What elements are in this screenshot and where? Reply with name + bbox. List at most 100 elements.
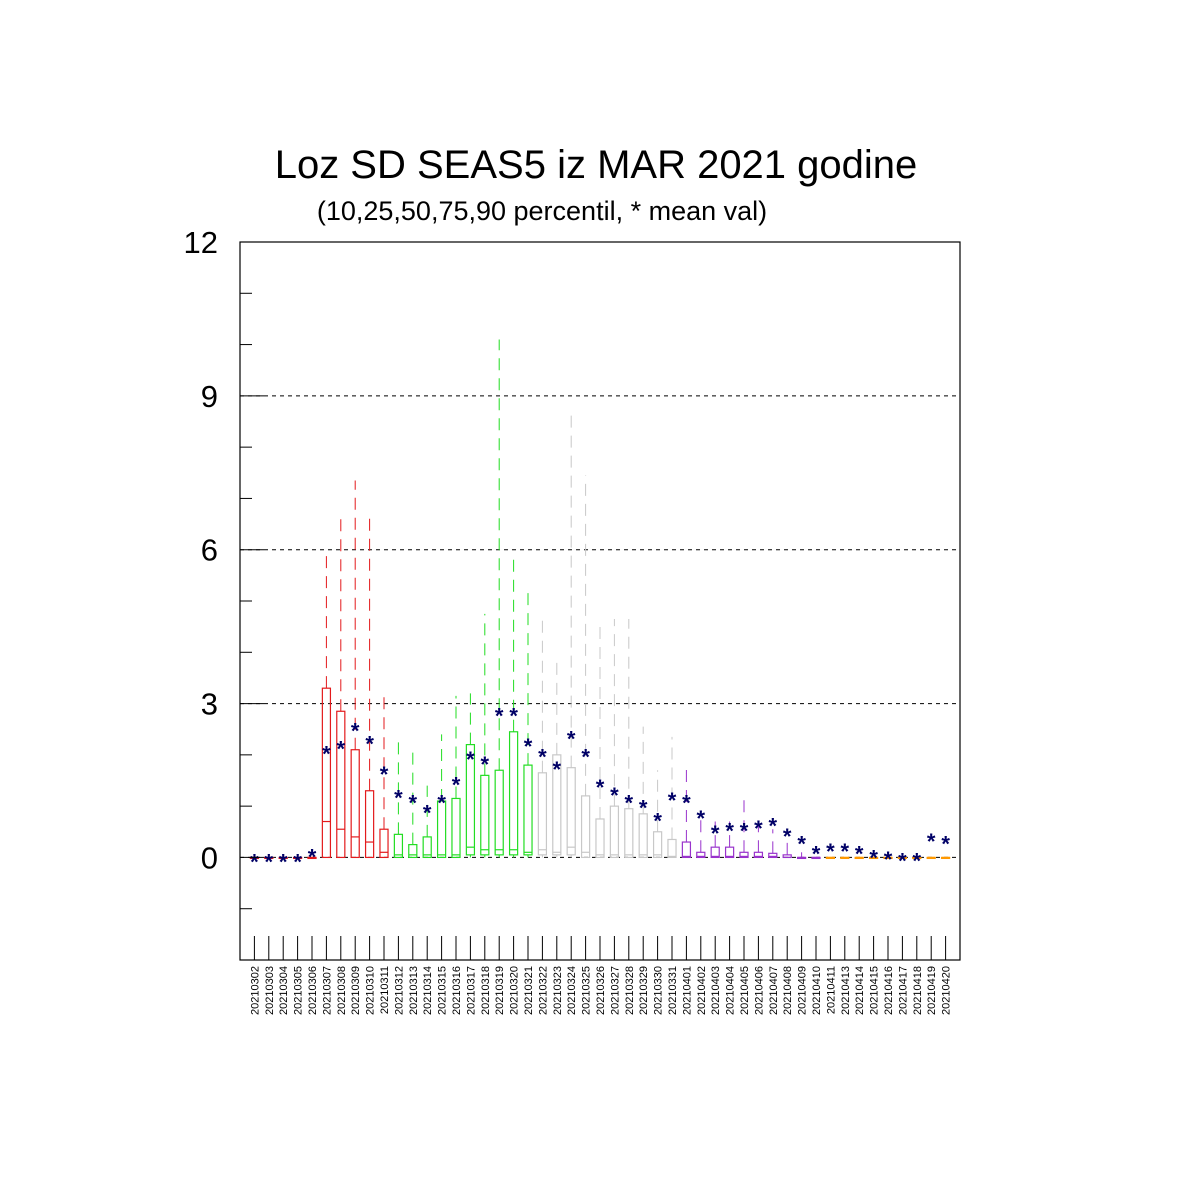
mean-marker: * xyxy=(437,790,446,815)
x-tick-label: 20210419 xyxy=(926,966,938,1015)
mean-marker: * xyxy=(337,737,346,762)
box-item xyxy=(811,856,821,860)
mean-marker: * xyxy=(725,819,734,844)
box-item xyxy=(595,621,605,859)
mean-marker: * xyxy=(625,790,634,815)
x-tick-label: 20210302 xyxy=(249,966,261,1015)
box-item xyxy=(609,618,620,859)
box-item xyxy=(537,618,548,858)
box-item xyxy=(566,411,576,858)
mean-marker: * xyxy=(509,703,518,728)
mean-marker: * xyxy=(653,808,662,833)
box-item xyxy=(753,821,764,859)
mean-marker: * xyxy=(826,839,835,864)
x-tick-label: 20210306 xyxy=(307,966,319,1015)
mean-marker: * xyxy=(783,824,792,849)
mean-marker: * xyxy=(250,849,259,874)
box-item xyxy=(796,852,807,860)
x-tick-label: 20210407 xyxy=(768,966,780,1015)
mean-marker: * xyxy=(711,821,720,846)
box-item xyxy=(912,856,922,860)
x-tick-label: 20210319 xyxy=(494,966,506,1015)
box-item xyxy=(523,590,533,858)
chart-subtitle: (10,25,50,75,90 percentil, * mean val) xyxy=(317,196,767,226)
iqr-box xyxy=(552,754,562,856)
y-tick-label: 9 xyxy=(201,379,218,414)
box-item xyxy=(883,856,893,860)
mean-marker: * xyxy=(279,849,288,874)
x-tick-label: 20210313 xyxy=(408,966,420,1015)
box-item xyxy=(422,785,432,859)
box-item xyxy=(494,339,504,858)
iqr-box xyxy=(336,710,346,859)
mean-marker: * xyxy=(797,831,806,856)
y-axis: 0 3 6 9 12 xyxy=(184,225,264,961)
x-tick-label: 20210323 xyxy=(552,966,564,1015)
box-item xyxy=(940,856,951,860)
mean-marker: * xyxy=(596,775,605,800)
x-axis: 20210302 20210303 20210304 20210305 20210306… xyxy=(249,936,953,1015)
x-tick-label: 20210331 xyxy=(667,966,679,1015)
iqr-box xyxy=(595,818,605,859)
mean-marker: * xyxy=(639,796,648,821)
box-item xyxy=(508,554,519,858)
mean-marker: * xyxy=(941,831,950,856)
box-item xyxy=(652,770,663,859)
x-tick-label: 20210328 xyxy=(624,966,636,1015)
iqr-box xyxy=(393,833,404,859)
x-tick-label: 20210309 xyxy=(350,966,362,1015)
x-tick-label: 20210409 xyxy=(797,966,809,1015)
x-tick-label: 20210416 xyxy=(883,966,895,1015)
x-tick-label: 20210325 xyxy=(581,966,593,1015)
iqr-box xyxy=(480,774,490,856)
x-tick-label: 20210318 xyxy=(480,966,492,1015)
iqr-box xyxy=(710,846,720,859)
x-tick-label: 20210414 xyxy=(854,966,866,1015)
box-item xyxy=(552,654,562,858)
iqr-box xyxy=(494,769,504,856)
mean-marker: * xyxy=(481,752,490,777)
mean-marker: * xyxy=(668,788,677,813)
box-item xyxy=(854,856,864,860)
x-tick-label: 20210330 xyxy=(653,966,665,1015)
mean-marker: * xyxy=(884,847,893,872)
y-tick-label: 12 xyxy=(184,225,218,260)
x-tick-label: 20210417 xyxy=(897,966,909,1015)
x-tick-label: 20210329 xyxy=(638,966,650,1015)
box-item xyxy=(739,795,749,859)
iqr-box xyxy=(379,828,389,859)
boxes xyxy=(249,339,951,860)
iqr-box xyxy=(451,797,461,859)
iqr-box xyxy=(422,836,432,859)
mean-marker: * xyxy=(265,849,274,874)
plot-frame xyxy=(239,241,961,961)
box-item xyxy=(667,736,677,859)
x-tick-label: 20210317 xyxy=(465,966,477,1015)
mean-marker: * xyxy=(927,829,936,854)
box-item xyxy=(840,856,850,860)
iqr-box xyxy=(624,808,634,859)
x-tick-label: 20210415 xyxy=(869,966,881,1015)
x-tick-label: 20210307 xyxy=(321,966,333,1015)
mean-marker: * xyxy=(553,757,562,782)
x-tick-label: 20210420 xyxy=(941,966,953,1015)
iqr-box xyxy=(364,790,375,859)
x-tick-label: 20210316 xyxy=(451,966,463,1015)
x-tick-label: 20210406 xyxy=(753,966,765,1015)
x-tick-label: 20210310 xyxy=(365,966,377,1015)
box-item xyxy=(278,856,288,860)
mean-marker: * xyxy=(581,744,590,769)
box-item xyxy=(379,695,389,859)
box-item xyxy=(926,856,936,860)
box-item xyxy=(465,693,476,858)
mean-marker: * xyxy=(610,783,619,808)
box-item xyxy=(768,829,778,859)
box-item xyxy=(480,613,490,858)
mean-marker: * xyxy=(351,719,360,744)
iqr-box xyxy=(408,844,418,859)
box-item xyxy=(292,856,303,860)
iqr-box xyxy=(523,764,533,856)
x-tick-label: 20210311 xyxy=(379,966,391,1014)
x-tick-label: 20210404 xyxy=(725,966,737,1015)
